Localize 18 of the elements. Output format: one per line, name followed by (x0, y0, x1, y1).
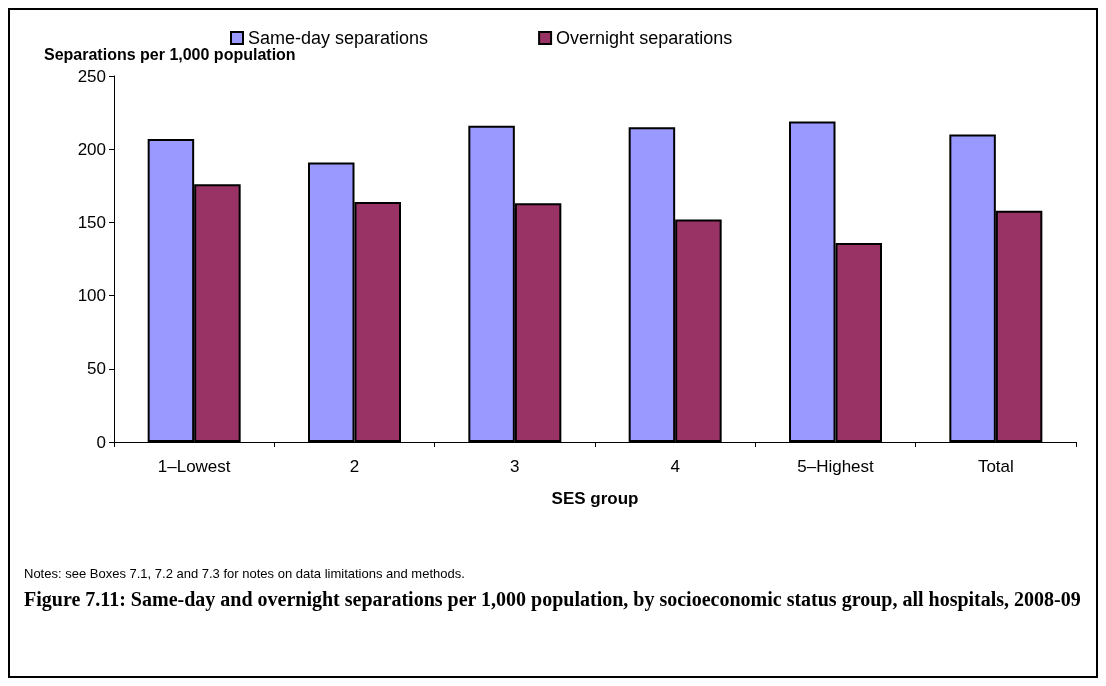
x-tick-label: 2 (349, 457, 360, 476)
x-tick-label: 3 (510, 457, 520, 476)
x-tick-label: Total (977, 457, 1014, 476)
y-tick-label: 0 (96, 432, 106, 452)
y-tick-label: 200 (77, 139, 106, 159)
x-tick-label: 1–Lowest (157, 457, 231, 476)
y-axis-title: Separations per 1,000 population (44, 45, 296, 63)
text: Notes: see Boxes 7.1, 7.2 and 7.3 for notes on data limitations and methods. (24, 566, 466, 581)
x-tick-label: 5–Highest (797, 457, 875, 476)
legend-label: Same-day separations (248, 28, 429, 48)
y-tick-label: 50 (87, 359, 106, 379)
x-axis-title: SES group (551, 489, 639, 508)
y-tick-label: 250 (77, 66, 106, 86)
y-tick-label: 150 (77, 212, 106, 232)
x-tick-label: 4 (670, 457, 680, 476)
y-tick-label: 100 (77, 286, 106, 306)
text: Figure 7.11: Same-day and overnight separations per 1,000 population, by socioeconomic status group, all hospitals, 2008-09 (24, 587, 1082, 613)
legend-label: Overnight separations (556, 28, 733, 48)
